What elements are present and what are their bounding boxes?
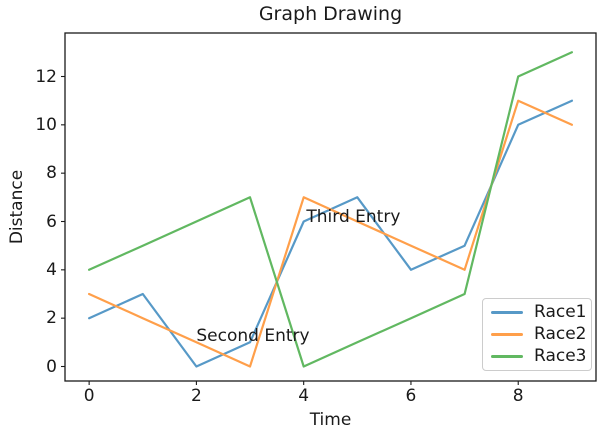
x-tick-label: 2 (190, 386, 202, 406)
legend-label-race1: Race1 (534, 301, 587, 322)
axes-spines (64, 32, 597, 382)
y-tick-label: 6 (46, 211, 57, 232)
x-tick-label: 8 (512, 386, 524, 406)
y-tick-label: 12 (35, 66, 57, 87)
x-tick-label: 6 (405, 386, 417, 406)
legend-label-race2: Race2 (534, 323, 587, 344)
legend: Race1 Race2 Race3 (482, 298, 592, 371)
race2-line-swatch (491, 332, 523, 336)
legend-item-race3: Race3 (483, 347, 591, 366)
y-tick-label: 10 (35, 114, 57, 135)
race3-line-swatch (491, 355, 523, 359)
y-tick-label: 4 (46, 259, 57, 280)
y-tick-label: 8 (46, 163, 57, 184)
y-tick-label: 0 (46, 356, 57, 377)
y-tick-label: 2 (46, 308, 57, 329)
legend-label-race3: Race3 (534, 346, 587, 367)
x-tick-label: 4 (298, 386, 310, 406)
race1-line-swatch (491, 310, 523, 314)
legend-item-race2: Race2 (483, 323, 591, 344)
annotation-third-entry: Third Entry (306, 206, 401, 227)
legend-item-race1: Race1 (483, 301, 591, 322)
chart-title: Graph Drawing (258, 3, 403, 25)
x-axis-label: Time (309, 410, 352, 430)
line-race3 (87, 51, 574, 368)
annotation-second-entry: Second Entry (196, 326, 310, 347)
x-tick-label: 0 (83, 386, 95, 406)
